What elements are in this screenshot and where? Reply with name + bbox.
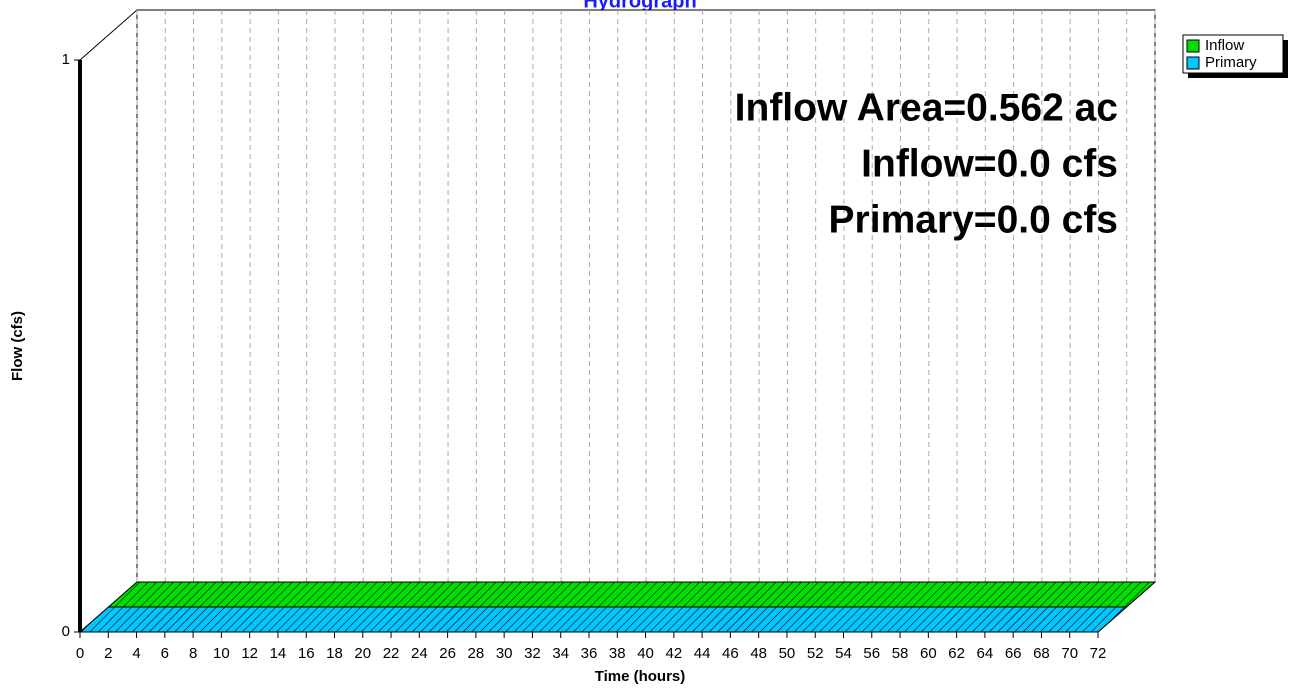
x-tick-label: 56 [863, 645, 880, 662]
x-tick-label: 16 [298, 645, 315, 662]
x-tick-label: 34 [552, 645, 569, 662]
x-tick-label: 40 [637, 645, 654, 662]
x-tick-label: 2 [104, 645, 112, 662]
x-tick-label: 20 [354, 645, 371, 662]
x-axis-label: Time (hours) [595, 668, 686, 685]
x-tick-label: 10 [213, 645, 230, 662]
x-tick-label: 18 [326, 645, 343, 662]
x-tick-label: 22 [383, 645, 400, 662]
chart-title: Hydrograph [583, 0, 696, 12]
x-tick-label: 8 [189, 645, 197, 662]
x-tick-label: 60 [920, 645, 937, 662]
annotation: Primary=0.0 cfs [829, 198, 1118, 241]
x-tick-label: 36 [581, 645, 598, 662]
legend-swatch [1186, 56, 1200, 70]
x-tick-label: 50 [779, 645, 796, 662]
legend-label: Primary [1205, 54, 1257, 71]
x-tick-label: 54 [835, 645, 852, 662]
x-tick-label: 26 [439, 645, 456, 662]
x-tick-label: 38 [609, 645, 626, 662]
x-tick-label: 42 [665, 645, 682, 662]
y-axis-label: Flow (cfs) [9, 311, 26, 381]
x-tick-label: 4 [132, 645, 140, 662]
x-tick-label: 52 [807, 645, 824, 662]
x-tick-label: 14 [270, 645, 287, 662]
x-tick-label: 68 [1033, 645, 1050, 662]
x-tick-label: 12 [241, 645, 258, 662]
legend-box [1182, 34, 1284, 74]
x-tick-label: 30 [496, 645, 513, 662]
x-tick-label: 48 [750, 645, 767, 662]
annotation: Inflow=0.0 cfs [861, 142, 1118, 185]
x-tick-label: 64 [977, 645, 994, 662]
y-tick-label: 0 [62, 623, 70, 640]
annotation: Inflow Area=0.562 ac [735, 86, 1118, 129]
ribbon-face [78, 606, 1128, 633]
frame-edge [79, 9, 138, 61]
back-wall [136, 9, 1156, 583]
x-tick-label: 62 [948, 645, 965, 662]
y-tick-label: 1 [62, 51, 70, 68]
ribbon-face [107, 581, 1157, 608]
legend-label: Inflow [1205, 37, 1244, 54]
x-tick-label: 72 [1090, 645, 1107, 662]
x-tick-label: 32 [524, 645, 541, 662]
x-tick-label: 70 [1061, 645, 1078, 662]
x-tick-label: 66 [1005, 645, 1022, 662]
x-tick-label: 0 [76, 645, 84, 662]
x-tick-label: 28 [468, 645, 485, 662]
x-tick-label: 58 [892, 645, 909, 662]
legend-swatch [1186, 39, 1200, 53]
x-tick-label: 6 [161, 645, 169, 662]
x-tick-label: 46 [722, 645, 739, 662]
x-tick-label: 24 [411, 645, 428, 662]
x-tick-label: 44 [694, 645, 711, 662]
